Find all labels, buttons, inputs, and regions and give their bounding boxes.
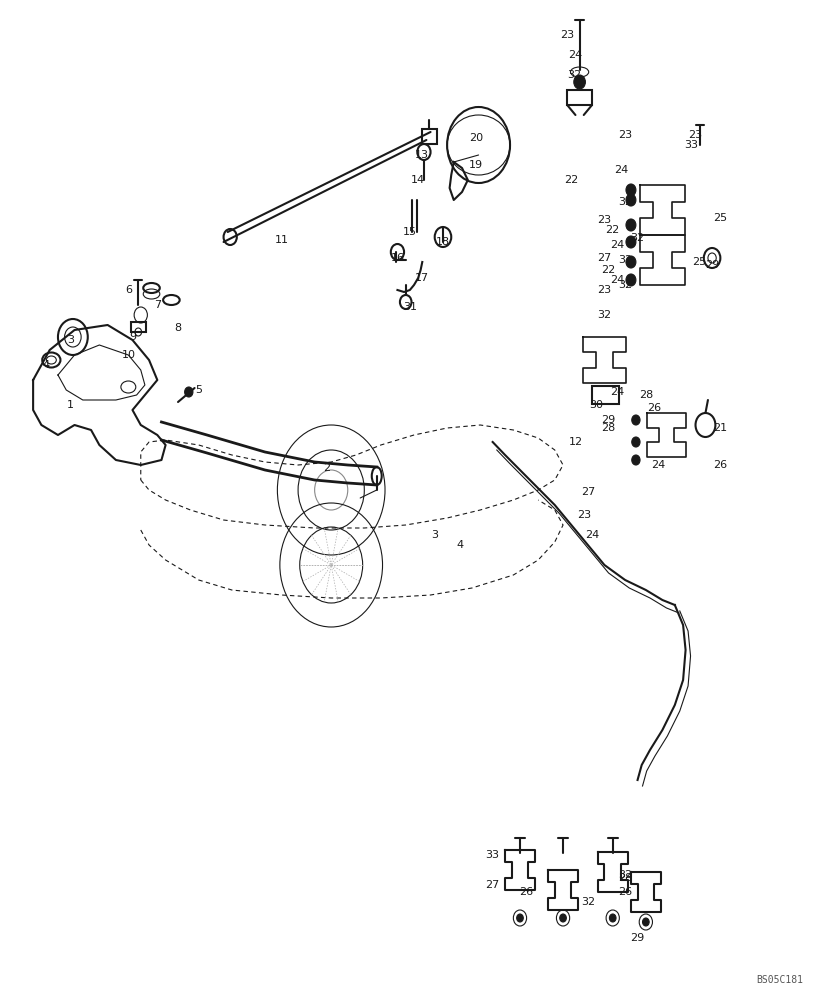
Text: 28: 28 (617, 873, 632, 883)
Circle shape (625, 236, 635, 248)
Text: 1: 1 (67, 400, 74, 410)
Circle shape (631, 455, 639, 465)
Text: 17: 17 (414, 273, 429, 283)
Text: 22: 22 (600, 265, 615, 275)
Text: 27: 27 (580, 487, 595, 497)
Text: 26: 26 (712, 460, 727, 470)
Text: 32: 32 (617, 255, 632, 265)
Text: 4: 4 (456, 540, 462, 550)
Text: 26: 26 (518, 887, 533, 897)
Circle shape (516, 914, 523, 922)
Text: 9: 9 (129, 332, 136, 342)
Text: 32: 32 (629, 233, 644, 243)
Bar (591, 386, 618, 404)
Bar (566, 90, 591, 105)
Text: 28: 28 (600, 423, 615, 433)
Circle shape (559, 914, 566, 922)
Text: 22: 22 (563, 175, 578, 185)
Text: 24: 24 (609, 240, 624, 250)
Text: 20: 20 (468, 133, 483, 143)
Text: 4: 4 (42, 360, 49, 370)
Text: BS05C181: BS05C181 (755, 975, 802, 985)
Text: 18: 18 (435, 237, 450, 247)
Text: 21: 21 (712, 423, 727, 433)
Text: 24: 24 (613, 165, 628, 175)
Text: 23: 23 (617, 130, 632, 140)
Circle shape (631, 415, 639, 425)
Text: 33: 33 (684, 140, 697, 150)
Circle shape (625, 274, 635, 286)
Text: 14: 14 (410, 175, 425, 185)
Bar (422, 129, 437, 144)
Bar (131, 322, 146, 332)
Text: 26: 26 (646, 403, 661, 413)
Circle shape (184, 387, 193, 397)
Text: 8: 8 (174, 323, 181, 333)
Text: 33: 33 (485, 850, 499, 860)
Text: 24: 24 (567, 50, 582, 60)
Text: 23: 23 (687, 130, 702, 140)
Text: 11: 11 (275, 235, 288, 245)
Text: 25: 25 (691, 257, 706, 267)
Text: 23: 23 (596, 215, 611, 225)
Text: 23: 23 (576, 510, 590, 520)
Circle shape (573, 75, 585, 89)
Text: 24: 24 (584, 530, 599, 540)
Text: 10: 10 (122, 350, 135, 360)
Text: 22: 22 (605, 225, 619, 235)
Text: 32: 32 (596, 310, 611, 320)
Circle shape (625, 194, 635, 206)
Text: 29: 29 (629, 933, 644, 943)
Circle shape (642, 918, 648, 926)
Text: 5: 5 (195, 385, 202, 395)
Circle shape (631, 437, 639, 447)
Text: 24: 24 (609, 387, 624, 397)
Text: 6: 6 (125, 285, 131, 295)
Text: 16: 16 (390, 253, 404, 263)
Text: 23: 23 (559, 30, 574, 40)
Circle shape (625, 256, 635, 268)
Text: 27: 27 (596, 253, 611, 263)
Text: 24: 24 (650, 460, 665, 470)
Text: 29: 29 (704, 260, 719, 270)
Text: 7: 7 (154, 300, 160, 310)
Text: 27: 27 (485, 880, 500, 890)
Text: 31: 31 (403, 302, 416, 312)
Text: 32: 32 (580, 897, 595, 907)
Text: 15: 15 (403, 227, 416, 237)
Text: 12: 12 (567, 437, 582, 447)
Circle shape (625, 184, 635, 196)
Text: 32: 32 (617, 870, 632, 880)
Text: 29: 29 (600, 415, 615, 425)
Text: 28: 28 (638, 390, 653, 400)
Text: 24: 24 (609, 275, 624, 285)
Text: 32: 32 (566, 70, 581, 80)
Text: 3: 3 (431, 530, 437, 540)
Text: 23: 23 (596, 285, 611, 295)
Text: 25: 25 (712, 213, 727, 223)
Text: 26: 26 (617, 887, 632, 897)
Text: 32: 32 (617, 280, 632, 290)
Text: 19: 19 (468, 160, 483, 170)
Circle shape (609, 914, 615, 922)
Text: 30: 30 (589, 400, 602, 410)
Circle shape (625, 219, 635, 231)
Text: 32: 32 (617, 197, 632, 207)
Text: 2: 2 (323, 463, 330, 473)
Text: 13: 13 (415, 150, 428, 160)
Text: 3: 3 (67, 335, 74, 345)
